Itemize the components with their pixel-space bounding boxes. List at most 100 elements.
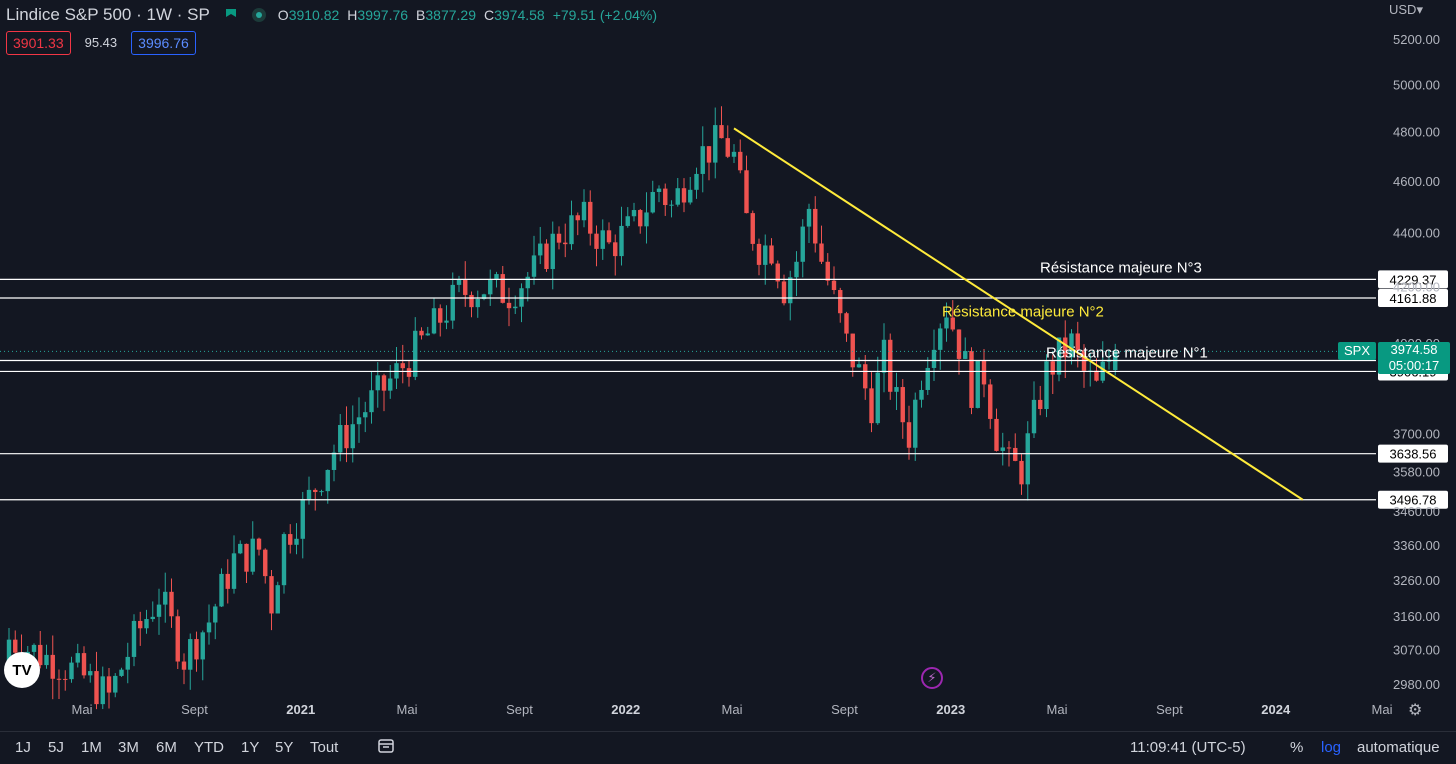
candle-body [213,606,218,623]
symbol-price-tag: SPX [1338,342,1376,360]
x-tick-label: Mai [1372,702,1393,717]
settings-gear-icon[interactable]: ⚙ [1408,702,1423,719]
resistance-annotation: Résistance majeure N°2 [942,304,1104,321]
log-toggle[interactable]: log [1321,739,1342,756]
x-tick-label: 2024 [1261,702,1291,717]
high-label: H [347,7,358,23]
price-chart[interactable]: 4229.374161.883943.333906.193638.563496.… [0,0,1456,731]
candle-body [944,317,949,329]
candle-body [981,360,987,385]
candle-body [425,333,430,336]
candle-body [656,188,662,192]
x-axis[interactable]: Mai Sept 2021 Mai Sept 2022 Mai Sept 2023 Mai Sept… [72,702,1393,717]
candle-body [850,333,855,368]
timeframe-5y[interactable]: 5Y [275,739,294,756]
candle-body [113,675,118,693]
timeframe-3m[interactable]: 3M [118,739,139,756]
x-tick-label: Sept [831,702,858,717]
candle-body [813,208,818,244]
resistance-trendline [733,127,1304,501]
candle-body [606,230,612,243]
candle-body [13,639,18,653]
y-tick-label: 4200.00 [1393,279,1440,294]
candle-body [275,585,280,614]
x-tick-label: Sept [1156,702,1183,717]
candle-body [525,276,530,289]
candle-body [475,298,480,308]
timeframe-6m[interactable]: 6M [156,739,177,756]
candle-body [1019,460,1024,485]
buy-button[interactable]: 3996.76 [131,31,196,55]
candle-body [431,308,437,334]
y-tick-label: 2980.00 [1393,677,1440,692]
candle-body [150,616,155,620]
candle-body [250,538,255,572]
open-value: 3910.82 [288,7,340,23]
annotations-layer: Résistance majeure N°3 Résistance majeure… [942,259,1208,361]
candle-body [881,339,887,373]
level-price-box [1378,288,1448,307]
candle-body [675,188,680,205]
candle-body [469,294,474,308]
candles-layer [6,106,1118,710]
candle-body [1013,447,1018,461]
currency-label: USD [1389,2,1417,17]
candle-body [888,339,893,392]
candle-body [231,553,237,589]
level-price-box [1378,444,1448,463]
y-tick-label: 3580.00 [1393,464,1440,479]
candle-body [344,424,349,449]
timeframe-all[interactable]: Tout [310,739,339,756]
candle-body [238,543,243,554]
calendar-range-icon[interactable] [377,737,395,755]
candle-body [156,604,162,617]
candle-body [700,146,705,174]
timeframe-1j[interactable]: 1J [15,739,31,756]
candle-body [806,208,812,227]
candle-body [594,233,599,249]
candle-body [31,644,37,652]
candle-body [825,261,830,281]
candle-body [863,364,868,389]
candle-body [963,351,968,359]
candle-body [456,279,462,285]
resistance-annotation: Résistance majeure N°1 [1046,344,1208,361]
clock-time[interactable]: 11:09:41 (UTC-5) [1130,739,1246,756]
timeframe-1m[interactable]: 1M [81,739,102,756]
candle-body [356,417,362,425]
candle-body [419,330,424,336]
candle-body [906,422,912,448]
candle-body [975,360,980,408]
auto-scale-toggle[interactable]: automatique [1357,739,1440,756]
symbol-title[interactable]: Lindice S&P 500 · 1W · SP [6,5,210,24]
chevron-down-icon: ▾ [1416,2,1423,17]
y-axis[interactable]: 5200.00 5000.00 4800.00 4600.00 4400.00 4200.… [1393,32,1440,692]
candle-body [100,676,105,705]
candle-body [1044,361,1049,410]
low-label: B [416,7,426,23]
timeframe-5j[interactable]: 5J [48,739,64,756]
x-tick-label: Mai [1047,702,1068,717]
y-tick-label: 5200.00 [1393,32,1440,47]
candle-body [106,676,112,693]
current-price-label: 3974.58 05:00:17 [1378,342,1450,374]
candle-body [56,678,62,680]
currency-selector[interactable]: USD▾ [1389,2,1423,18]
timeframe-ytd[interactable]: YTD [194,739,224,756]
candle-body [50,654,55,679]
percent-toggle[interactable]: % [1290,739,1304,756]
candle-body [900,387,905,423]
flag-icon[interactable] [224,8,238,22]
candle-body [550,233,555,270]
candle-body [69,662,74,680]
timeframe-1y[interactable]: 1Y [241,739,260,756]
candle-body [44,654,49,666]
candle-body [919,389,924,400]
candle-body [488,279,493,295]
candle-body [1094,370,1099,381]
tradingview-logo[interactable]: TV [4,652,40,688]
candle-body [956,329,962,359]
lightning-icon[interactable]: ⚡ [921,667,943,689]
sell-button[interactable]: 3901.33 [6,31,71,55]
candle-body [894,387,899,392]
